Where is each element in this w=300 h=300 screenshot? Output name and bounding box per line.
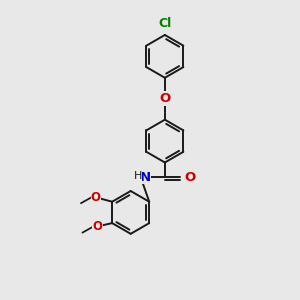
Text: H: H [134, 172, 142, 182]
Text: O: O [159, 92, 170, 105]
Text: O: O [92, 220, 102, 233]
Text: N: N [140, 171, 151, 184]
Text: O: O [91, 191, 101, 204]
Text: Cl: Cl [158, 16, 172, 30]
Text: O: O [185, 171, 196, 184]
